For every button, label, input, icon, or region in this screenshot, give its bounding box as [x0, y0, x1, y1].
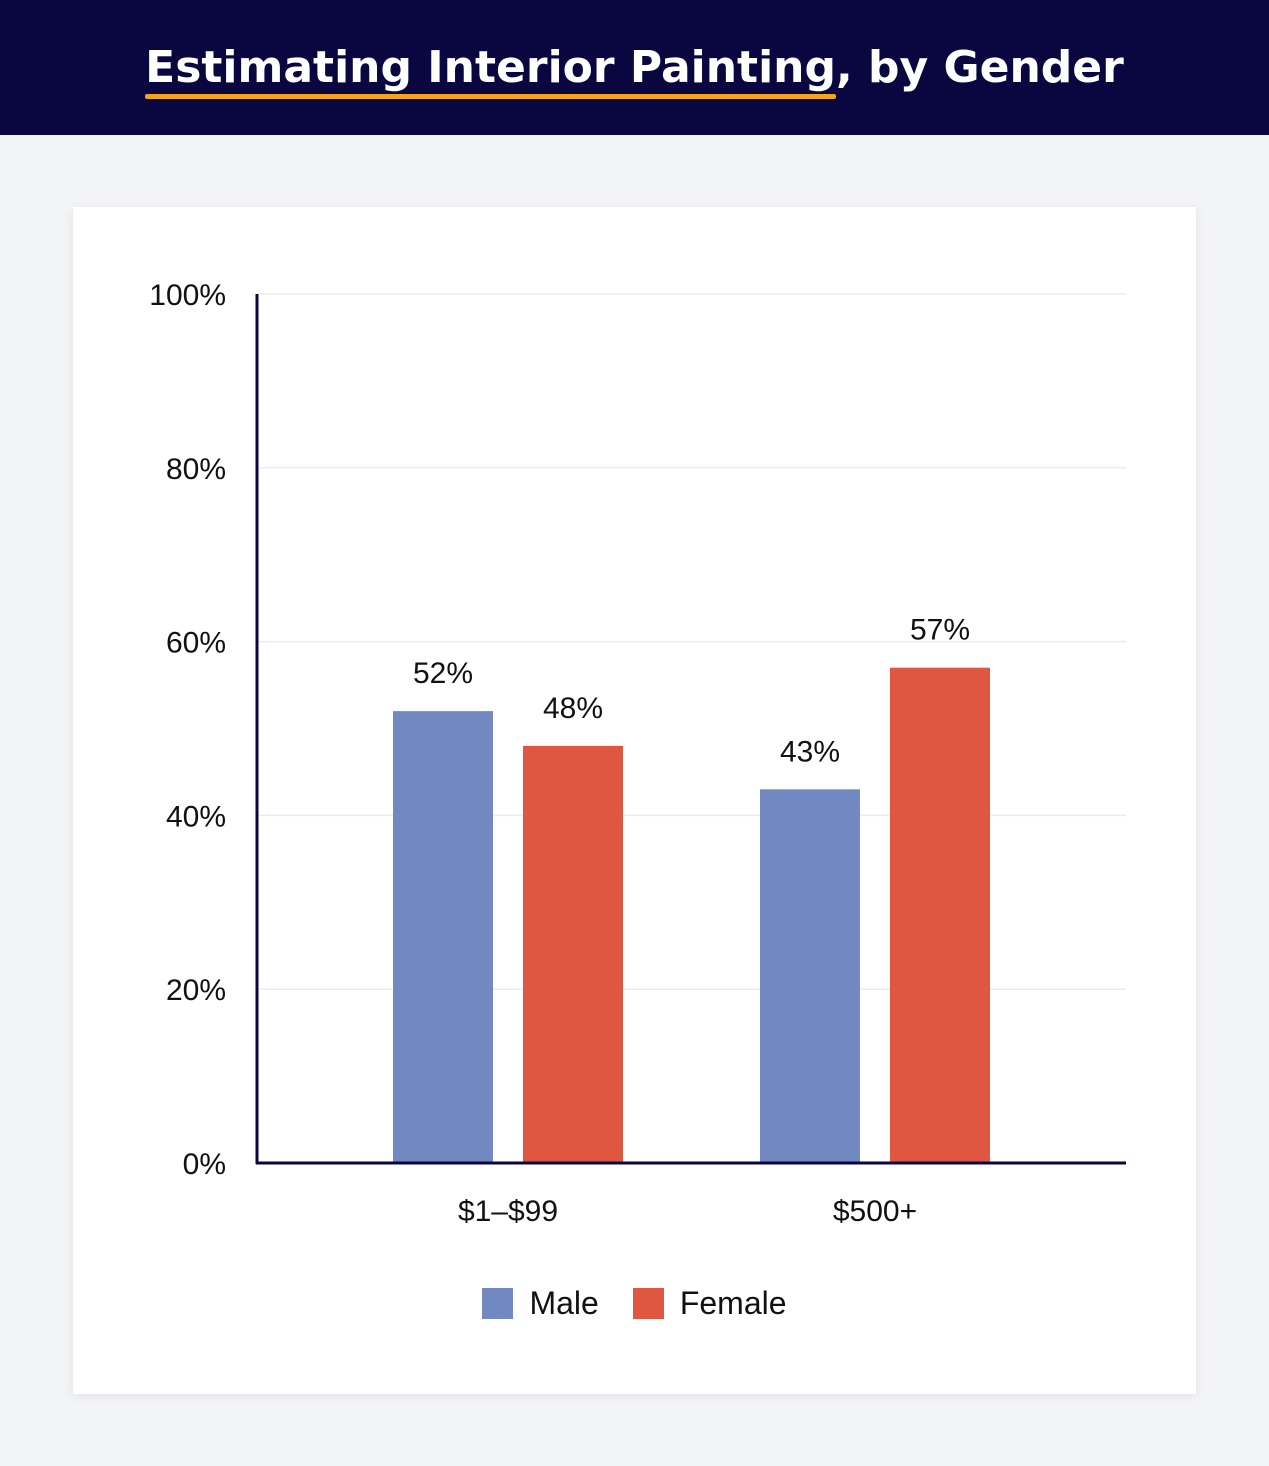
chart-title: Estimating Interior Painting, by Gender — [0, 0, 1269, 135]
y-tick-label: 40% — [166, 800, 226, 833]
bar-male — [760, 789, 860, 1163]
legend-swatch-male — [482, 1287, 514, 1319]
y-tick-label: 80% — [166, 453, 226, 486]
y-tick-label: 20% — [166, 974, 226, 1007]
legend-label-male: Male — [529, 1284, 599, 1321]
y-tick-label: 60% — [166, 627, 226, 660]
legend-item-male: Male — [482, 1284, 599, 1322]
chart-title-highlight: Estimating Interior Painting — [145, 42, 836, 99]
chart-card — [73, 207, 1196, 1394]
y-tick-label: 100% — [149, 279, 226, 312]
chart-legend: Male Female — [73, 1283, 1196, 1323]
header-bar — [0, 0, 1269, 135]
legend-label-female: Female — [679, 1284, 787, 1321]
x-category-label: $1–$99 — [458, 1195, 558, 1228]
data-label: 52% — [413, 657, 473, 690]
x-category-label: $500+ — [833, 1195, 917, 1228]
legend-item-female: Female — [632, 1284, 787, 1322]
legend-swatch-female — [632, 1287, 664, 1319]
bar-male — [393, 711, 493, 1163]
data-label: 43% — [780, 735, 840, 768]
data-label: 48% — [543, 692, 603, 725]
bar-female — [890, 667, 990, 1163]
bar-female — [523, 745, 623, 1163]
y-tick-label: 0% — [183, 1148, 226, 1181]
chart-title-rest: , by Gender — [836, 42, 1124, 93]
data-label: 57% — [910, 614, 970, 647]
